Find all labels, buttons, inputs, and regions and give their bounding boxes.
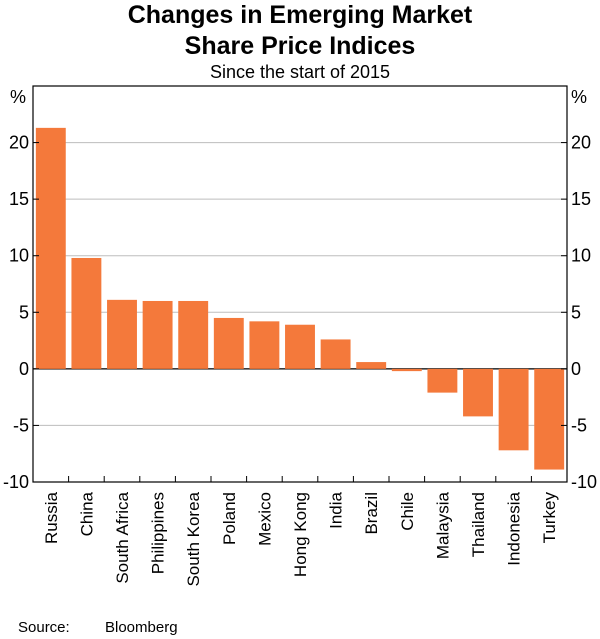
y-tick-label-right: 20 (571, 133, 591, 153)
y-axis-unit-right: % (571, 87, 587, 107)
y-tick-label-left: 20 (9, 133, 29, 153)
bar-malaysia (427, 368, 458, 393)
bar-indonesia (498, 368, 529, 451)
bar-south-africa (107, 299, 137, 369)
x-tick-label: India (327, 491, 346, 528)
x-tick-label: Hong Kong (291, 492, 310, 577)
chart-title-line-2: Share Price Indices (184, 32, 416, 60)
x-tick-label: South Africa (113, 491, 132, 583)
y-tick-label-right: 0 (571, 359, 581, 379)
x-tick-label: South Korea (184, 491, 203, 586)
x-tick-label: Russia (42, 491, 61, 544)
tick-labels: -10 -10 -5 -5 0 0 5 5 10 10 15 15 20 20 Russia China Sou… (3, 133, 597, 587)
plot-frame (32, 85, 568, 483)
y-tick-label-left: 15 (9, 189, 29, 209)
y-tick-label-right: -10 (571, 472, 597, 492)
bar-china (71, 257, 102, 369)
bar-india (320, 339, 351, 369)
bar-thailand (463, 368, 493, 417)
source-label: Source: (18, 619, 70, 636)
chart-title-line-1: Changes in Emerging Market (127, 1, 473, 29)
bar-chile (391, 368, 422, 372)
chart-subtitle: Since the start of 2015 (209, 62, 391, 82)
y-tick-label-right: -5 (571, 415, 587, 435)
source-text: Bloomberg (105, 619, 178, 636)
bar-russia (35, 127, 66, 369)
x-tick-label: Mexico (255, 492, 274, 546)
y-axis-unit-left: % (10, 87, 26, 107)
x-tick-label: Chile (398, 492, 417, 531)
x-tick-label: Thailand (469, 492, 488, 557)
bar-philippines (142, 300, 173, 369)
x-tick-label: Poland (220, 492, 239, 545)
y-tick-label-left: 10 (9, 246, 29, 266)
y-tick-label-left: -5 (13, 415, 29, 435)
y-tick-label-left: 0 (19, 359, 29, 379)
x-tick-label: Indonesia (505, 491, 524, 565)
bar-mexico (249, 321, 280, 369)
bar-south-korea (178, 300, 209, 369)
axis-ticks (33, 142, 567, 483)
x-tick-label: Brazil (362, 492, 381, 535)
bar-brazil (356, 362, 387, 369)
source-note: Source: Bloomberg (18, 619, 178, 637)
bars (35, 127, 565, 470)
x-tick-label: Turkey (540, 492, 559, 544)
y-tick-label-left: 5 (19, 302, 29, 322)
y-tick-label-left: -10 (3, 472, 29, 492)
y-tick-label-right: 15 (571, 189, 591, 209)
bar-turkey (534, 368, 565, 470)
y-tick-label-right: 5 (571, 302, 581, 322)
x-tick-label: Philippines (149, 492, 168, 574)
x-tick-label: China (77, 491, 96, 536)
bar-hong-kong (285, 324, 315, 369)
x-tick-label: Malaysia (433, 491, 452, 559)
bar-poland (213, 317, 244, 369)
y-tick-label-right: 10 (571, 246, 591, 266)
